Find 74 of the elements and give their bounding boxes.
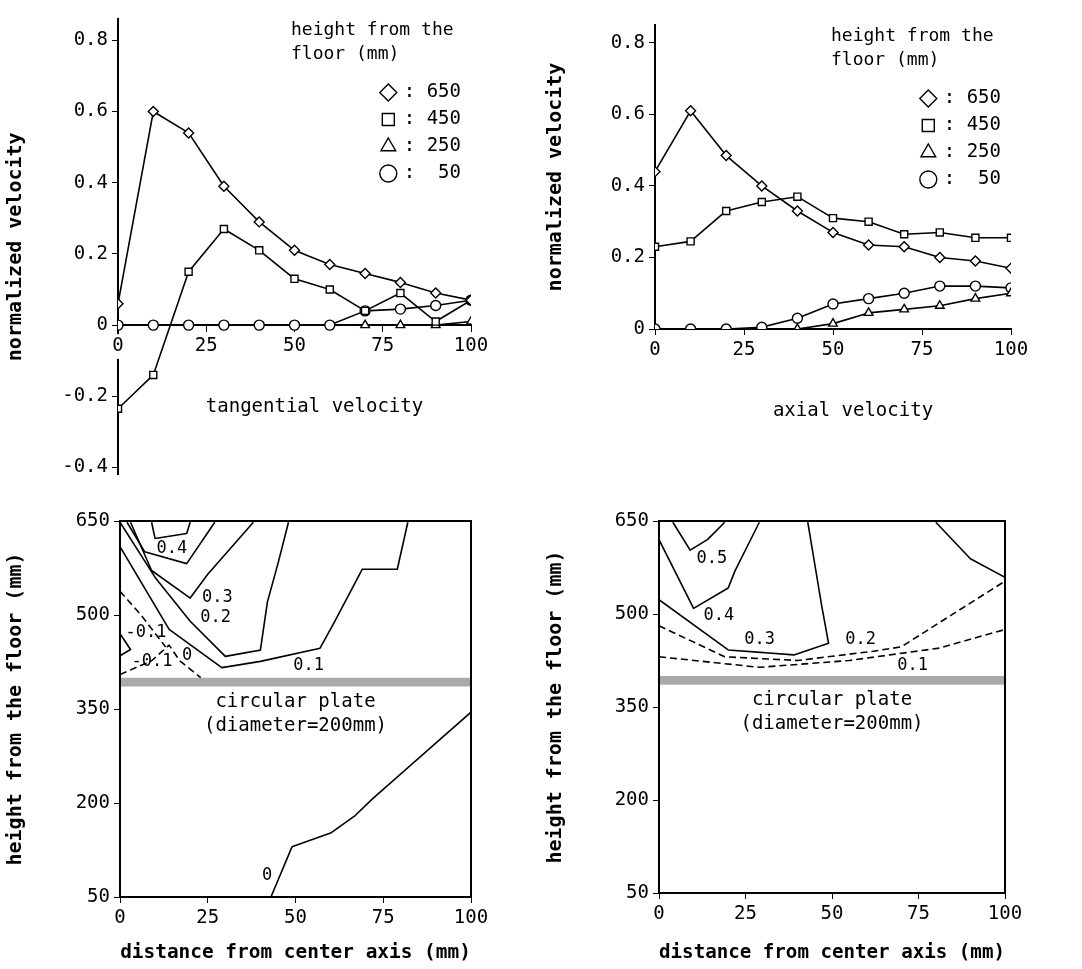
x-tick-label: 100 [987,901,1023,924]
legend-title: height from the floor (mm) [291,17,454,63]
legend-label: : 450 [943,112,1002,135]
legend-label: : 450 [403,106,462,129]
legend-label: : 650 [403,79,462,102]
x-tick-label: 0 [653,901,665,924]
series-label: -0.1 [131,650,173,671]
x-tick-label: 50 [284,905,307,928]
x-axis-title: distance from center axis (mm) [659,939,1005,964]
x-tick-label: 75 [371,333,395,356]
series-label: 0.1 [897,653,928,674]
y-tick-label: 0.2 [73,240,108,263]
y-tick-label: 0 [633,315,645,338]
legend-label: : 650 [943,85,1002,108]
x-tick-label: 25 [734,901,757,924]
y-tick-label: 0.2 [610,244,645,267]
series-label: 0.2 [845,627,877,648]
legend-label: : 250 [403,133,462,156]
y-tick-label: 50 [87,883,110,906]
y-tick-label: 500 [614,600,649,623]
text: tangential velocity [205,394,424,417]
y-tick-label: 200 [614,786,649,809]
y-tick-label: 0.6 [73,98,108,121]
x-tick-label: 50 [821,337,845,360]
y-axis-title: normalized velocity [2,132,27,362]
y-axis-title: normalized velocity [542,62,567,292]
x-tick-label: 75 [910,337,934,360]
y-axis-title: height from the floor (mm) [2,552,27,866]
series-label: 0.5 [696,547,728,568]
y-tick-label: 650 [75,507,110,530]
x-tick-label: 50 [820,901,844,924]
y-tick-label: 0.8 [73,27,108,50]
series-label: 0.2 [200,605,231,626]
series-label: 0.3 [201,585,233,606]
y-tick-label: 350 [614,693,649,716]
series-label: 0.4 [156,536,188,557]
y-tick-label: 650 [614,507,649,530]
series-label: 0 [181,644,193,665]
y-tick-label: 50 [626,879,649,902]
x-tick-label: 100 [453,333,489,356]
x-tick-label: 50 [283,333,306,356]
y-tick-label: 0.6 [610,101,645,124]
y-tick-label: 200 [75,789,110,812]
y-tick-label: 500 [75,601,110,624]
x-tick-label: 25 [732,337,756,360]
y-tick-label: -0.4 [62,454,108,477]
x-tick-label: 75 [907,901,930,924]
y-tick-label: 0.8 [610,29,645,52]
band-label: circular plate (diameter=200mm) [203,688,388,735]
series-label: 0.4 [703,603,735,624]
legend-label: : 250 [943,139,1002,162]
series-label: 0.1 [293,654,324,675]
x-tick-label: 25 [196,905,220,928]
x-tick-label: 25 [194,333,218,356]
x-tick-label: 0 [112,333,124,356]
y-tick-label: 0 [96,312,108,335]
x-axis-title: distance from center axis (mm) [120,939,471,964]
legend-title: height from the floor (mm) [831,23,994,69]
y-tick-label: 0.4 [610,172,645,195]
y-axis-title: height from the floor (mm) [542,550,567,864]
legend-label: : 50 [943,166,1002,189]
y-tick-label: 350 [75,695,110,718]
series-label: 0 [261,864,273,885]
series-label: -0.1 [125,620,167,641]
band-label: circular plate (diameter=200mm) [740,687,924,734]
x-tick-label: 75 [371,905,395,928]
series-label: 0.3 [744,628,776,649]
x-tick-label: 0 [114,905,126,928]
x-tick-label: 100 [453,905,489,928]
y-tick-label: -0.2 [62,383,108,406]
x-tick-label: 100 [993,337,1029,360]
text: axial velocity [772,397,934,420]
y-tick-label: 0.4 [73,169,108,192]
legend-label: : 50 [403,160,462,183]
